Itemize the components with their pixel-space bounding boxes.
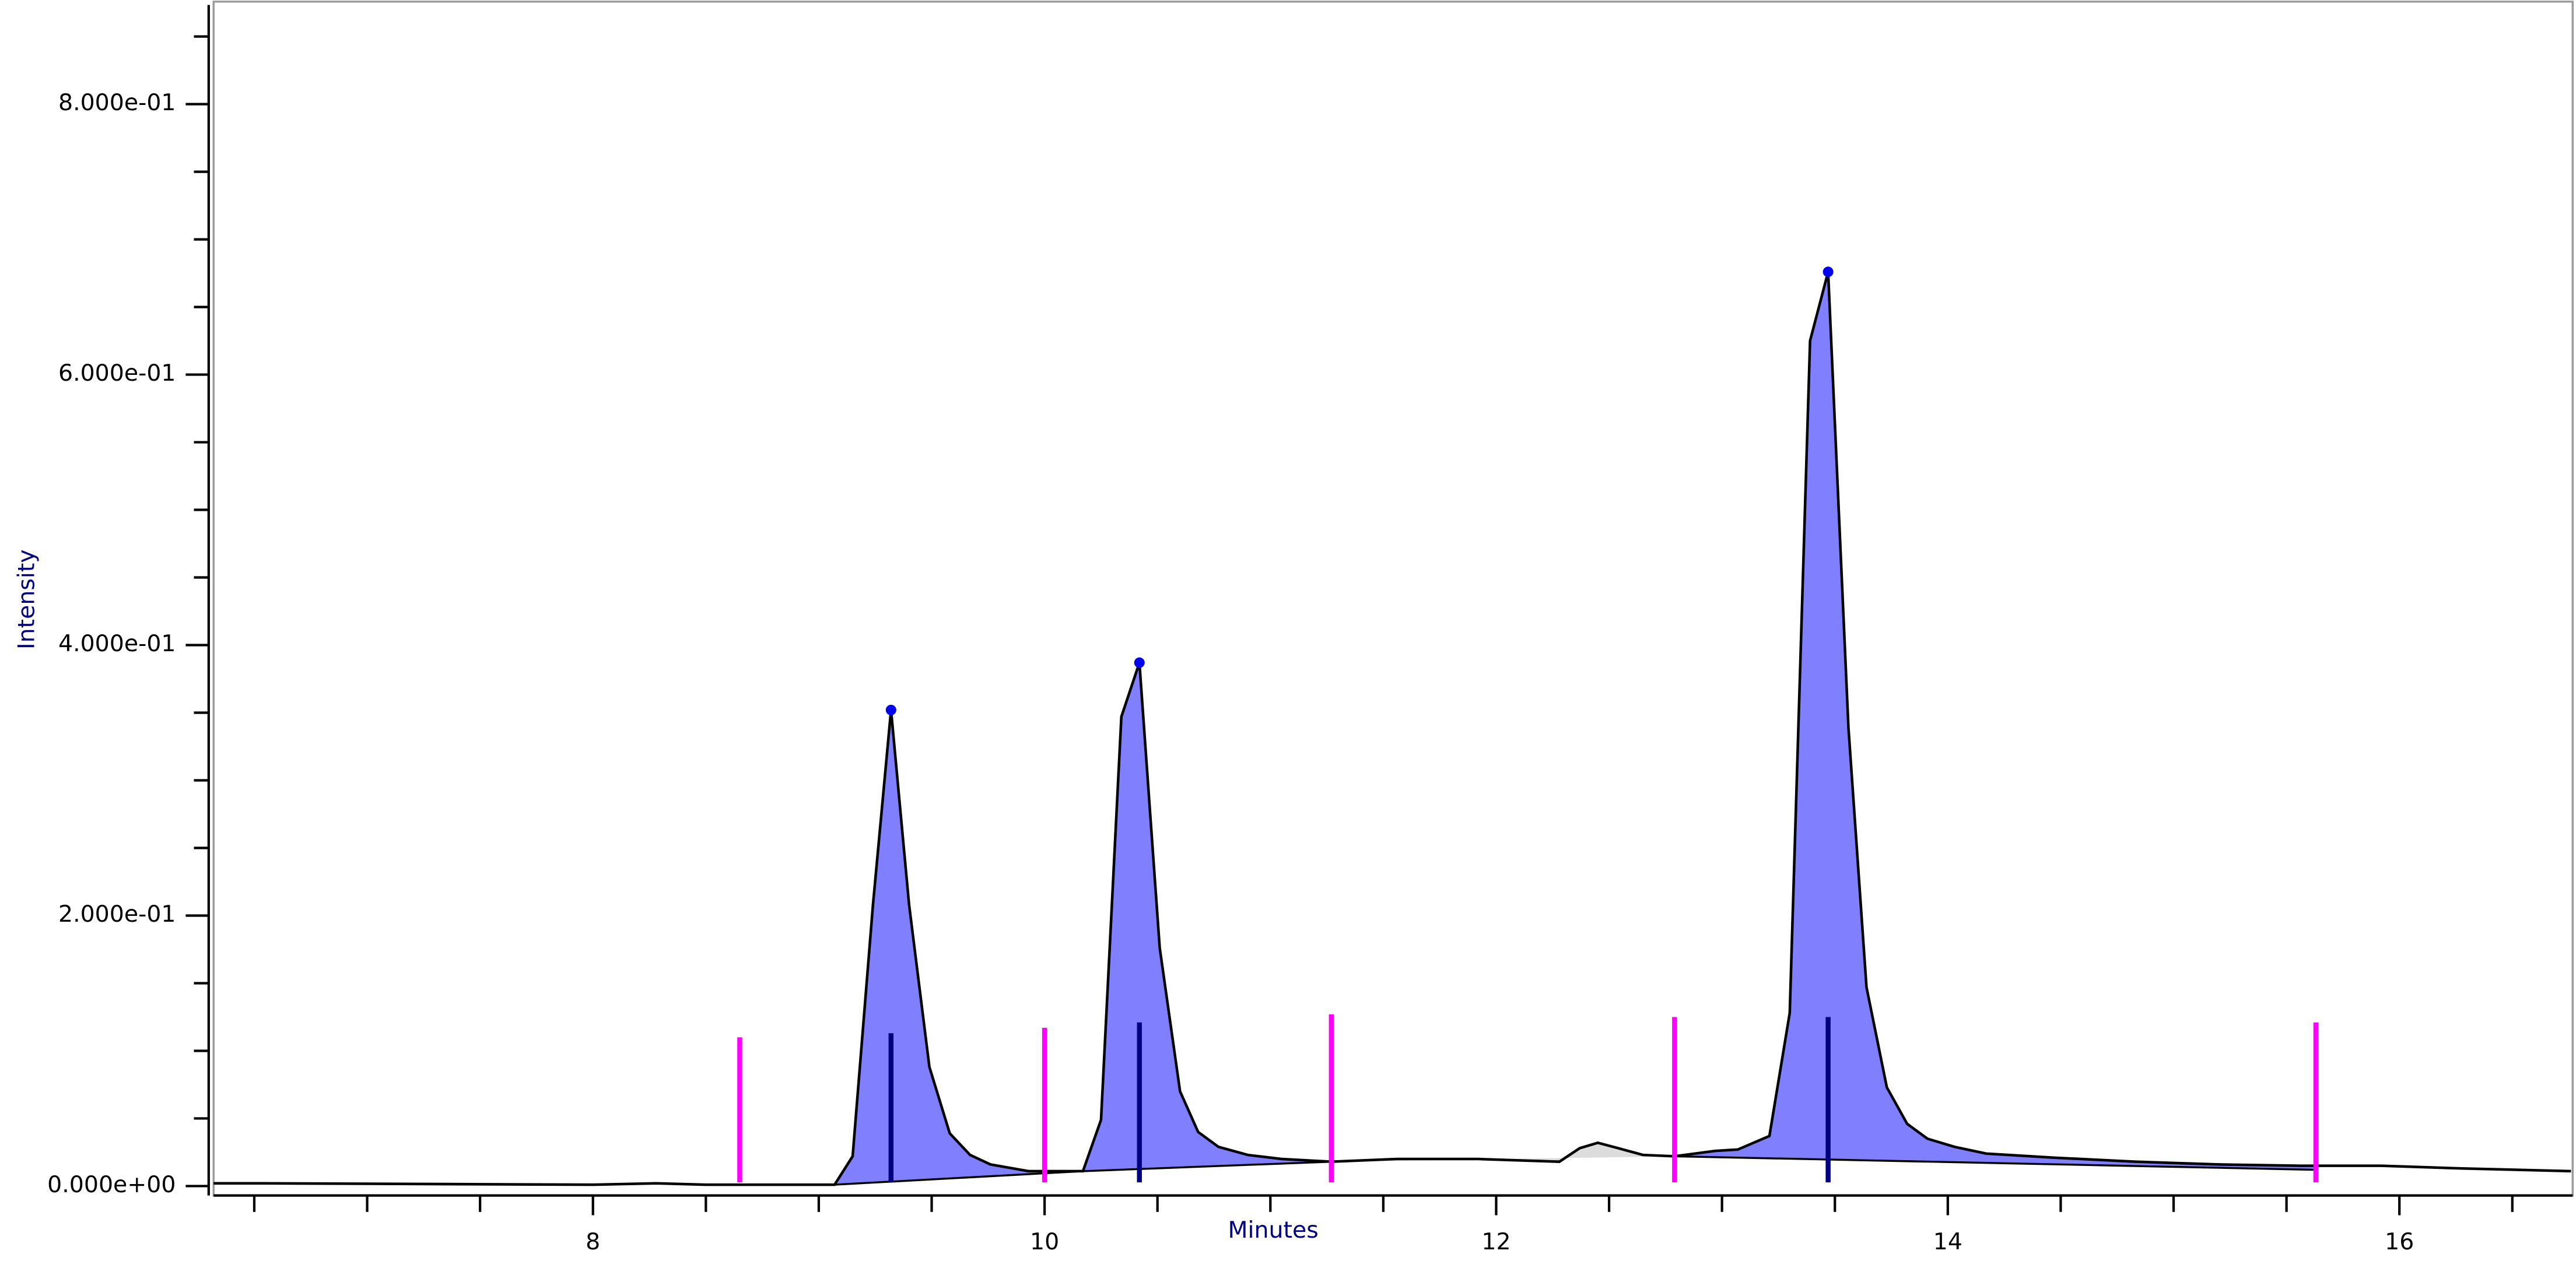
- x-tick-label: 8: [586, 1228, 600, 1255]
- y-tick-label: 2.000e-01: [58, 901, 176, 928]
- trace-line: [213, 271, 2571, 1186]
- x-axis-title: Minutes: [1228, 1217, 1319, 1244]
- y-tick-label: 6.000e-01: [58, 360, 176, 387]
- peak-area: [1082, 662, 1331, 1171]
- x-tick-label: 12: [1481, 1228, 1510, 1255]
- peak-area: [1674, 272, 2316, 1170]
- y-tick-label: 4.000e-01: [58, 630, 176, 657]
- unassigned-area: [1331, 1143, 1675, 1162]
- peak-area: [835, 709, 1083, 1185]
- y-axis-title: Intensity: [13, 549, 40, 649]
- plot-frame: [212, 1, 2574, 1197]
- peak-apex: [1134, 657, 1145, 668]
- peak-baseline: [834, 1170, 1084, 1186]
- peak-apex: [1823, 266, 1834, 278]
- y-tick-label: 0.000e+00: [47, 1171, 176, 1198]
- y-tick-label: 8.000e-01: [58, 89, 176, 116]
- peak-baseline: [1082, 1160, 1331, 1172]
- x-tick-label: 16: [2385, 1228, 2414, 1255]
- x-tick-label: 10: [1030, 1228, 1059, 1255]
- peak-apex: [885, 704, 896, 715]
- x-tick-label: 14: [1933, 1228, 1962, 1255]
- peak-baseline: [1674, 1155, 2316, 1171]
